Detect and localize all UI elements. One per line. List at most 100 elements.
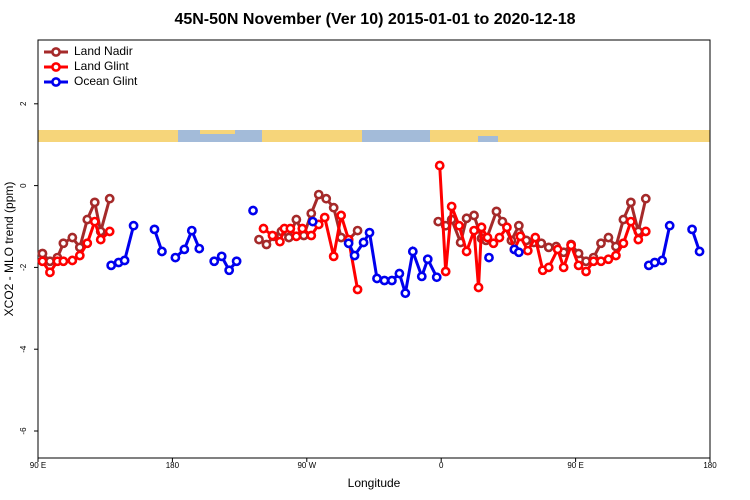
point (283, 232, 294, 243)
point (573, 260, 584, 271)
point (306, 230, 317, 241)
point (387, 275, 397, 286)
point (321, 193, 332, 204)
x-tick-label: 0 (439, 461, 444, 470)
point (558, 262, 569, 273)
point (515, 231, 526, 242)
point (664, 220, 675, 231)
series (106, 205, 705, 299)
point (74, 250, 85, 261)
point (261, 239, 272, 250)
point (433, 216, 444, 227)
point (95, 234, 106, 245)
point (45, 256, 55, 267)
point (618, 238, 629, 249)
point (319, 212, 330, 223)
point (89, 216, 100, 227)
series (37, 160, 651, 295)
point (170, 252, 181, 263)
point (45, 267, 55, 278)
legend-marker (51, 77, 61, 87)
y-tick-label: -6 (19, 427, 28, 435)
point (431, 272, 442, 283)
point (104, 193, 115, 204)
point (58, 238, 69, 249)
x-axis-label: Longitude (348, 476, 401, 490)
point (476, 222, 487, 233)
chart-title: 45N-50N November (Ver 10) 2015-01-01 to … (174, 11, 575, 28)
point (502, 222, 512, 233)
point (67, 255, 78, 266)
map-band (38, 130, 710, 142)
point (581, 256, 591, 267)
point (307, 216, 318, 227)
point (216, 251, 227, 262)
point (494, 232, 505, 243)
legend-marker (51, 47, 61, 57)
point (581, 266, 591, 277)
point (186, 225, 197, 236)
point (488, 238, 499, 249)
point (596, 256, 606, 267)
x-tick-label: 90 E (567, 461, 583, 470)
point (267, 230, 278, 241)
point (231, 256, 242, 267)
point (372, 273, 382, 284)
point (513, 247, 524, 258)
point (625, 216, 636, 227)
point (422, 254, 433, 265)
legend-marker (51, 62, 61, 72)
y-tick-label: -4 (19, 345, 28, 353)
point (394, 268, 405, 279)
point (104, 226, 115, 237)
point (611, 241, 621, 252)
point (67, 232, 78, 243)
point (313, 189, 324, 200)
y-tick-label: -2 (19, 263, 28, 271)
point (596, 238, 606, 249)
point (58, 256, 69, 267)
point (469, 210, 479, 221)
point (454, 220, 465, 231)
point (209, 256, 220, 267)
point (352, 284, 363, 295)
point (89, 197, 100, 208)
point (275, 236, 285, 247)
point (640, 193, 651, 204)
point (336, 210, 347, 221)
point (407, 246, 418, 257)
point (482, 232, 493, 243)
point (291, 231, 302, 242)
point (149, 224, 160, 235)
x-tick-label: 90 W (297, 461, 316, 470)
point (306, 208, 317, 219)
point (258, 223, 269, 234)
x-tick-label: 90 E (30, 461, 46, 470)
y-tick-label: 2 (19, 101, 28, 106)
point (352, 225, 363, 236)
point (530, 232, 541, 243)
point (625, 197, 636, 208)
point (157, 246, 167, 257)
point (224, 265, 235, 276)
point (513, 220, 524, 231)
point (119, 255, 130, 266)
point (379, 275, 390, 286)
x-tick-label: 180 (703, 461, 717, 470)
point (461, 213, 472, 224)
legend-label: Ocean Glint (74, 74, 138, 88)
point (179, 244, 190, 255)
point (640, 226, 651, 237)
point (603, 254, 614, 265)
point (400, 288, 411, 299)
point (446, 201, 457, 212)
point (588, 256, 599, 267)
point (328, 251, 339, 262)
point (254, 234, 264, 245)
point (618, 214, 629, 225)
point (364, 227, 375, 238)
point (248, 205, 258, 216)
point (37, 256, 48, 267)
